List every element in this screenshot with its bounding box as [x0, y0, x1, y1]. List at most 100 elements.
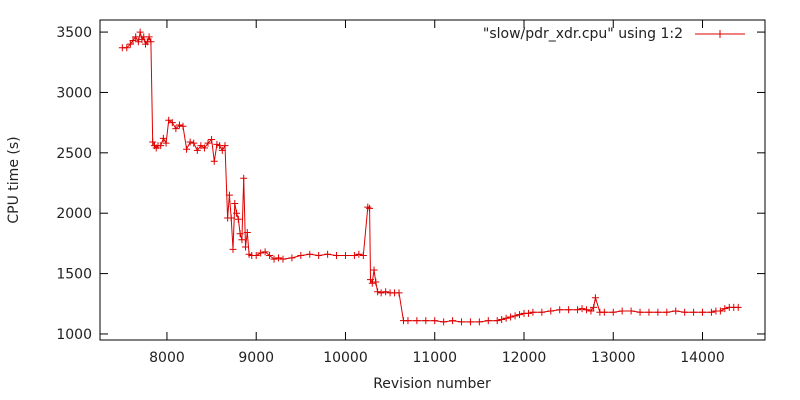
- data-point: [734, 303, 742, 311]
- data-point: [618, 307, 626, 315]
- data-point: [333, 251, 341, 259]
- data-point: [413, 317, 421, 325]
- data-point: [364, 203, 372, 211]
- data-point: [288, 254, 296, 262]
- data-point: [350, 251, 358, 259]
- data-point: [524, 309, 532, 317]
- data-point: [395, 289, 403, 297]
- x-tick-label: 10000: [323, 350, 368, 366]
- data-point: [366, 276, 374, 284]
- data-point: [126, 40, 134, 48]
- data-point: [382, 288, 390, 296]
- data-point: [134, 38, 142, 46]
- data-point: [193, 146, 201, 154]
- data-point: [645, 308, 653, 316]
- y-tick-label: 2500: [56, 146, 92, 162]
- data-point: [502, 314, 510, 322]
- data-point: [157, 142, 165, 150]
- data-point: [234, 215, 242, 223]
- data-point: [377, 289, 385, 297]
- series-cpu-time: [118, 28, 742, 326]
- data-point: [511, 312, 519, 320]
- data-point: [578, 305, 586, 313]
- data-point: [716, 307, 724, 315]
- data-point: [663, 308, 671, 316]
- data-point: [197, 142, 205, 150]
- data-point: [681, 308, 689, 316]
- data-point: [172, 125, 180, 133]
- data-point: [587, 307, 595, 315]
- data-point: [218, 146, 226, 154]
- data-point: [279, 255, 287, 263]
- x-axis-label: Revision number: [373, 376, 491, 392]
- data-point: [225, 191, 233, 199]
- x-axis: 8000 9000 10000 11000 12000 13000 14000: [149, 20, 725, 366]
- data-point: [355, 250, 363, 258]
- legend-marker: [716, 30, 724, 38]
- data-point: [574, 306, 582, 314]
- data-point: [190, 139, 198, 147]
- data-point: [484, 317, 492, 325]
- data-point: [627, 307, 635, 315]
- data-point: [556, 306, 564, 314]
- data-point: [565, 306, 573, 314]
- data-point: [236, 230, 244, 238]
- data-point: [129, 37, 137, 45]
- data-point: [538, 308, 546, 316]
- data-point: [231, 200, 239, 208]
- plot-frame: [99, 19, 766, 341]
- data-point: [707, 308, 715, 316]
- data-point: [341, 251, 349, 259]
- data-point: [324, 250, 332, 258]
- data-point: [210, 157, 218, 165]
- data-point: [179, 122, 187, 130]
- data-point: [591, 294, 599, 302]
- data-point: [261, 248, 269, 256]
- data-point: [404, 317, 412, 325]
- data-point: [721, 305, 729, 313]
- x-tick-label: 8000: [149, 350, 185, 366]
- data-point: [266, 251, 274, 259]
- data-point: [370, 266, 378, 274]
- data-point: [233, 209, 241, 217]
- data-point: [431, 317, 439, 325]
- data-point: [275, 254, 283, 262]
- y-axis-label: CPU time (s): [6, 136, 22, 223]
- data-point: [359, 251, 367, 259]
- x-tick-label: 14000: [680, 350, 725, 366]
- data-point: [270, 255, 278, 263]
- x-tick-label: 9000: [238, 350, 274, 366]
- legend-label: "slow/pdr_xdr.cpu" using 1:2: [483, 26, 683, 42]
- data-point: [257, 249, 265, 257]
- y-tick-label: 3500: [56, 25, 92, 41]
- data-point: [149, 138, 157, 146]
- data-point: [315, 251, 323, 259]
- data-point: [123, 44, 131, 52]
- data-point: [654, 308, 662, 316]
- data-point: [204, 139, 212, 147]
- data-point: [475, 318, 483, 326]
- data-point: [466, 318, 474, 326]
- data-point: [145, 33, 153, 41]
- x-tick-label: 11000: [412, 350, 457, 366]
- data-point: [498, 315, 506, 323]
- data-point: [600, 308, 608, 316]
- y-tick-label: 2000: [56, 206, 92, 222]
- data-point: [306, 250, 314, 258]
- data-point: [374, 288, 382, 296]
- data-point: [699, 308, 707, 316]
- data-point: [493, 317, 501, 325]
- data-point: [186, 138, 194, 146]
- legend: "slow/pdr_xdr.cpu" using 1:2: [483, 26, 745, 42]
- data-point: [183, 145, 191, 153]
- data-point: [229, 245, 237, 253]
- data-point: [368, 279, 376, 287]
- data-point: [240, 174, 248, 182]
- data-point: [440, 318, 448, 326]
- series-line: [122, 31, 739, 323]
- data-point: [252, 251, 260, 259]
- data-point: [636, 308, 644, 316]
- data-point: [516, 311, 524, 319]
- data-point: [422, 317, 430, 325]
